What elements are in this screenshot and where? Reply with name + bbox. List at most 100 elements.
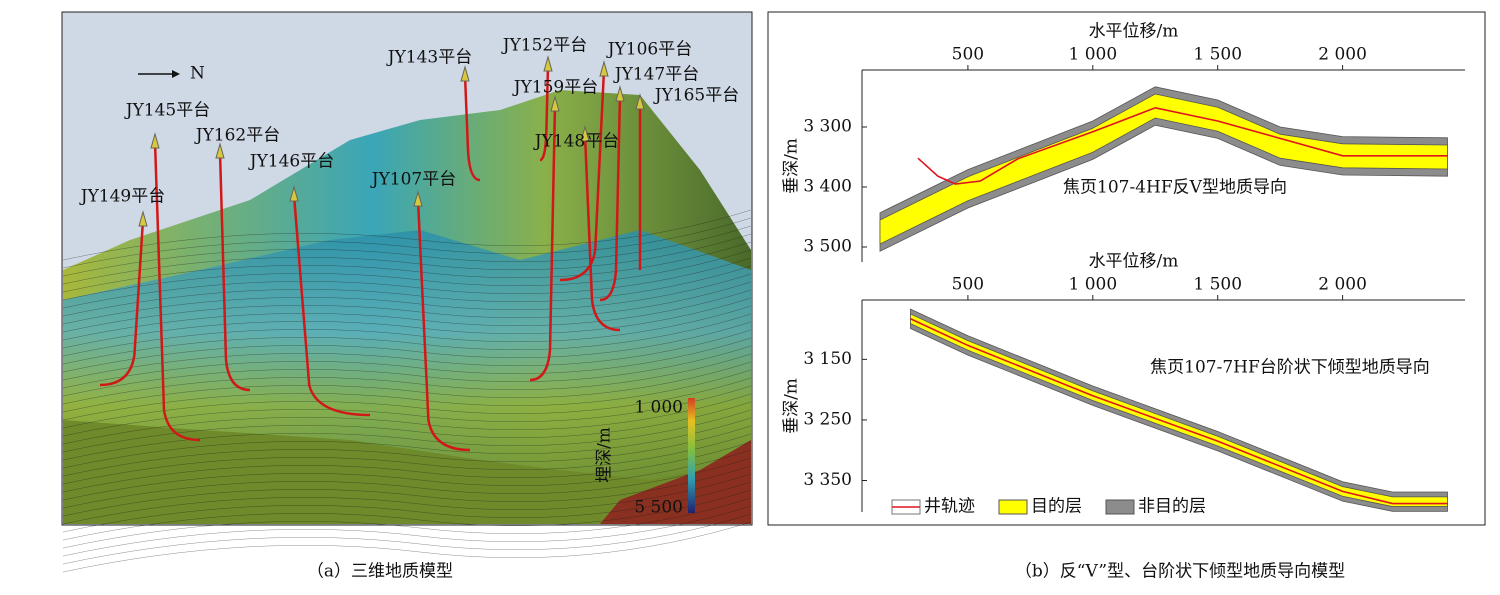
well-trajectory (292, 194, 371, 417)
platform-label: JY106平台 (606, 40, 693, 60)
contour (62, 241, 752, 293)
platform-label: JY159平台 (512, 78, 599, 98)
contour (62, 513, 752, 565)
contour (62, 305, 752, 357)
caption-b: （b）反“V”型、台阶状下倾型地质导向模型 (1015, 562, 1345, 582)
panel-b-frame (767, 11, 1486, 526)
contour (62, 369, 752, 421)
well-trajectory (583, 134, 621, 332)
contour (62, 273, 752, 325)
platform-label: JY162平台 (194, 126, 281, 146)
contour (62, 361, 752, 413)
y-tick-label: 3 350 (803, 470, 852, 490)
platform-label: JY145平台 (124, 101, 211, 121)
y-tick-label: 3 250 (803, 409, 852, 429)
well-trajectory (99, 219, 145, 387)
layer-band (910, 308, 1448, 512)
y-tick-label: 3 400 (803, 177, 852, 197)
contour (62, 313, 752, 365)
x-tick-label: 2 000 (1318, 45, 1367, 65)
platform-label: JY149平台 (79, 187, 166, 207)
y-axis-label: 垂深/m (782, 138, 802, 194)
colorbar-tick: 5 500 (634, 498, 683, 518)
contour (62, 449, 752, 501)
legend-label: 目的层 (1031, 497, 1082, 517)
derrick (543, 55, 553, 72)
derrick (580, 125, 590, 142)
x-tick-label: 2 000 (1318, 275, 1367, 295)
layer-band (879, 93, 1448, 245)
derrick (460, 65, 470, 82)
x-tick-label: 1 500 (1193, 45, 1242, 65)
derrick (599, 60, 609, 77)
contour (62, 265, 752, 317)
colorbar-tick: 1 000 (634, 398, 683, 418)
derrick (289, 185, 299, 202)
contour (62, 345, 752, 397)
contour (62, 409, 752, 461)
well-line (910, 318, 1448, 505)
chart: 500 1 000 1 500 2 000 3 150 3 250 3 350 水平位移/m 垂… (782, 252, 1465, 517)
platform-label: JY165平台 (653, 86, 740, 106)
x-tick-label: 500 (952, 45, 984, 65)
derrick (215, 142, 225, 159)
well-trajectory (463, 74, 481, 182)
derrick (150, 132, 160, 149)
contour (62, 353, 752, 405)
platform-label: JY143平台 (386, 48, 473, 68)
legend-swatch (998, 499, 1028, 515)
contour (62, 473, 752, 525)
contour (62, 521, 752, 573)
contour (62, 441, 752, 493)
contour (62, 393, 752, 445)
x-tick-label: 1 500 (1193, 275, 1242, 295)
well-trajectory (153, 141, 201, 442)
legend-label: 非目的层 (1138, 497, 1206, 517)
x-axis-label: 水平位移/m (1089, 22, 1179, 42)
derrick (138, 210, 148, 227)
caption-a: （a）三维地质模型 (307, 562, 453, 582)
layer-band (910, 313, 1448, 507)
derrick (615, 85, 625, 102)
x-tick-label: 500 (952, 275, 984, 295)
derrick (413, 190, 423, 207)
colorbar (688, 398, 695, 513)
chart: 500 1 000 1 500 2 000 3 300 3 400 3 500 水平位移/m 垂… (782, 22, 1465, 262)
terrain-deep (600, 440, 751, 524)
contour (62, 497, 752, 549)
legend-swatch (1105, 499, 1135, 515)
annotation: 焦页107-7HF台阶状下倾型地质导向 (1150, 358, 1430, 378)
north-label: N (190, 64, 205, 84)
contour (62, 465, 752, 517)
contour (62, 289, 752, 341)
contour (62, 337, 752, 389)
well-trajectory (539, 64, 550, 162)
contour (62, 489, 752, 541)
contour (62, 329, 752, 381)
contour (62, 433, 752, 485)
north-arrow-head (172, 70, 180, 78)
platform-labels: JY143平台 JY152平台 JY106平台 JY147平台 JY159平台 JY165… (79, 36, 740, 227)
colorbar-label: 埋深/m (595, 427, 615, 483)
platform-label: JY107平台 (370, 170, 457, 190)
x-tick-label: 1 000 (1068, 45, 1117, 65)
contour (62, 377, 752, 429)
annotation: 焦页107-4HF反V型地质导向 (1063, 178, 1287, 198)
contour (62, 257, 752, 309)
well-trajectory (416, 199, 471, 452)
y-axis-label: 垂深/m (782, 378, 802, 434)
well-trajectory (529, 104, 557, 382)
contour (62, 417, 752, 469)
terrain-foot (63, 420, 751, 524)
contour (62, 505, 752, 557)
x-axis-label: 水平位移/m (1089, 252, 1179, 272)
well-trajectory (559, 69, 606, 282)
panel-b: 500 1 000 1 500 2 000 3 300 3 400 3 500 水平位移/m 垂… (782, 22, 1465, 517)
contour (62, 401, 752, 453)
y-tick-label: 3 150 (803, 349, 852, 369)
legend-label: 井轨迹 (924, 497, 975, 517)
contour (62, 321, 752, 373)
contour (62, 385, 752, 437)
well-trajectory (599, 94, 622, 302)
